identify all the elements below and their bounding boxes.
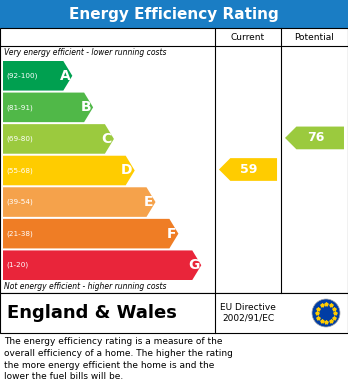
Circle shape xyxy=(312,299,340,327)
Text: (39-54): (39-54) xyxy=(6,199,33,205)
Polygon shape xyxy=(3,250,201,280)
Text: F: F xyxy=(167,227,176,240)
Text: EU Directive
2002/91/EC: EU Directive 2002/91/EC xyxy=(220,303,276,323)
Text: G: G xyxy=(188,258,199,272)
Bar xyxy=(0,0,348,28)
Text: Current: Current xyxy=(231,32,265,41)
Polygon shape xyxy=(3,93,93,122)
Polygon shape xyxy=(285,127,344,149)
Polygon shape xyxy=(3,187,156,217)
Polygon shape xyxy=(3,61,72,91)
Text: D: D xyxy=(121,163,133,178)
Text: E: E xyxy=(144,195,153,209)
Text: C: C xyxy=(102,132,112,146)
Text: Not energy efficient - higher running costs: Not energy efficient - higher running co… xyxy=(4,282,166,291)
Text: (55-68): (55-68) xyxy=(6,167,33,174)
Text: (1-20): (1-20) xyxy=(6,262,28,269)
Bar xyxy=(0,293,348,333)
Text: (69-80): (69-80) xyxy=(6,136,33,142)
Bar xyxy=(0,28,348,293)
Text: (21-38): (21-38) xyxy=(6,230,33,237)
Text: B: B xyxy=(80,100,91,114)
Polygon shape xyxy=(219,158,277,181)
Text: A: A xyxy=(60,69,70,83)
Text: Potential: Potential xyxy=(294,32,334,41)
Text: 59: 59 xyxy=(240,163,258,176)
Polygon shape xyxy=(3,124,114,154)
Text: Energy Efficiency Rating: Energy Efficiency Rating xyxy=(69,7,279,22)
Text: (81-91): (81-91) xyxy=(6,104,33,111)
Text: (92-100): (92-100) xyxy=(6,73,37,79)
Polygon shape xyxy=(3,156,135,185)
Text: The energy efficiency rating is a measure of the
overall efficiency of a home. T: The energy efficiency rating is a measur… xyxy=(4,337,233,381)
Polygon shape xyxy=(3,219,179,248)
Text: England & Wales: England & Wales xyxy=(7,304,177,322)
Text: Very energy efficient - lower running costs: Very energy efficient - lower running co… xyxy=(4,48,166,57)
Text: 76: 76 xyxy=(307,131,324,144)
